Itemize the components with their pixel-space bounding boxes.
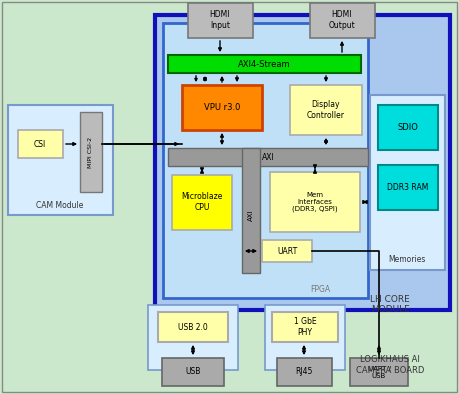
Bar (168, 148, 368, 166)
Text: AXI: AXI (248, 209, 254, 221)
Bar (18, 130, 63, 158)
Text: Mem
Interfaces
(DDR3, QSPI): Mem Interfaces (DDR3, QSPI) (292, 192, 338, 212)
Text: USB 2.0: USB 2.0 (178, 323, 208, 331)
Bar (270, 172, 360, 232)
Text: FPGA: FPGA (310, 285, 330, 294)
Bar (310, 3, 375, 38)
Bar (182, 85, 262, 130)
Bar (242, 148, 260, 273)
Bar (8, 105, 113, 215)
Text: Microblaze
CPU: Microblaze CPU (181, 192, 223, 212)
Text: Display
Controller: Display Controller (307, 100, 345, 120)
Text: LH CORE
MODULE: LH CORE MODULE (370, 295, 410, 314)
Text: AXI: AXI (262, 152, 274, 162)
Bar (172, 175, 232, 230)
Bar (277, 358, 332, 386)
Bar (272, 312, 338, 342)
Bar (163, 23, 368, 298)
Text: RJ45: RJ45 (295, 368, 313, 377)
Text: HDMI
Input: HDMI Input (210, 10, 230, 30)
Text: AXI4-Stream: AXI4-Stream (238, 59, 290, 69)
Bar (378, 165, 438, 210)
Bar (370, 95, 445, 270)
Bar (158, 312, 228, 342)
Text: UART /
USB: UART / USB (368, 366, 391, 379)
Text: LOGIKHAUS AI
CAMERA BOARD: LOGIKHAUS AI CAMERA BOARD (356, 355, 424, 375)
Bar (350, 358, 408, 386)
Bar (155, 15, 450, 310)
Text: MIPI CSI-2: MIPI CSI-2 (89, 136, 94, 167)
Text: SDIO: SDIO (397, 123, 419, 132)
Text: Memories: Memories (388, 255, 425, 264)
Bar (162, 358, 224, 386)
Text: HDMI
Output: HDMI Output (329, 10, 355, 30)
Bar (188, 3, 253, 38)
Bar (80, 112, 102, 192)
Bar (378, 105, 438, 150)
Text: DDR3 RAM: DDR3 RAM (387, 182, 429, 191)
Text: VPU r3.0: VPU r3.0 (204, 102, 240, 112)
Text: USB: USB (185, 368, 201, 377)
Text: UART: UART (277, 247, 297, 255)
Text: CAM Module: CAM Module (36, 201, 84, 210)
Text: CSI: CSI (34, 139, 46, 149)
Bar (290, 85, 362, 135)
Bar (148, 305, 238, 370)
Bar (262, 240, 312, 262)
Bar (265, 305, 345, 370)
Text: 1 GbE
PHY: 1 GbE PHY (294, 317, 316, 337)
Bar (168, 55, 361, 73)
